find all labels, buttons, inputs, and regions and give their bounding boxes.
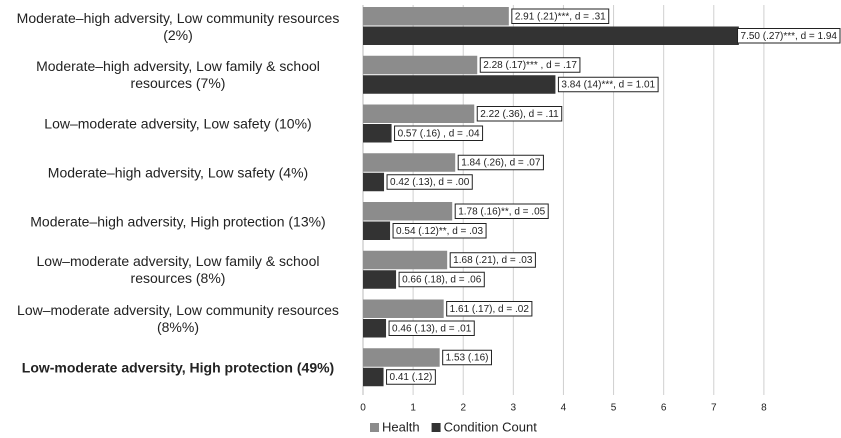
value-label-box: 0.66 (.18), d = .06	[398, 271, 485, 288]
label-box	[446, 301, 533, 317]
label-box	[394, 125, 484, 141]
category-label: Low–moderate adversity, Low safety (10%)	[44, 115, 312, 132]
value-label-box: 0.57 (.16) , d = .04	[394, 125, 484, 141]
value-label-box: 2.28 (.17)*** , d = .17	[479, 57, 581, 73]
value-label: 3.84 (14)***, d = 1.01	[561, 80, 655, 91]
value-label: 2.22 (.36), d = .11	[480, 109, 559, 120]
x-tick-label: 5	[611, 403, 617, 414]
value-label: 0.41 (.12)	[390, 372, 433, 383]
value-label-box: 1.68 (.21), d = .03	[449, 252, 536, 268]
label-box	[479, 57, 581, 73]
label-box	[386, 369, 436, 385]
legend-label: Health	[382, 419, 420, 434]
value-label: 0.57 (.16) , d = .04	[398, 128, 480, 139]
label-box	[398, 271, 485, 288]
bar	[363, 26, 739, 45]
category-label: Low–moderate adversity, Low community re…	[17, 302, 339, 335]
label-box	[737, 28, 841, 44]
label-box	[442, 349, 492, 366]
bar	[363, 124, 392, 143]
value-label: 1.53 (.16)	[446, 353, 489, 364]
label-box	[557, 76, 659, 93]
x-tick-label: 3	[511, 403, 517, 414]
value-label-box: 1.53 (.16)	[442, 349, 492, 366]
label-box	[449, 252, 536, 268]
category-label: Moderate–high adversity, Low safety (4%)	[47, 164, 309, 181]
value-label: 0.42 (.13), d = .00	[390, 177, 470, 188]
value-label-box: 3.84 (14)***, d = 1.01	[557, 76, 659, 93]
value-label: 0.54 (.12)**, d = .03	[396, 226, 483, 237]
value-label-box: 0.42 (.13), d = .00	[386, 174, 473, 190]
category-label: Moderate–high adversity, Low community r…	[16, 9, 340, 43]
value-label: 0.66 (.18), d = .06	[402, 275, 482, 286]
value-label-box: 0.46 (.13), d = .01	[388, 320, 475, 336]
value-label-box: 1.61 (.17), d = .02	[446, 301, 533, 317]
label-box	[454, 203, 549, 219]
value-label: 1.84 (.26), d = .07	[461, 158, 541, 169]
legend-swatch	[431, 423, 441, 432]
value-label: 7.50 (.27)***, d = 1.94	[741, 31, 838, 42]
x-tick-label: 0	[360, 403, 366, 414]
label-box	[392, 223, 487, 239]
bar	[363, 250, 448, 270]
x-tick-label: 4	[561, 403, 567, 414]
legend-label: Condition Count	[444, 419, 538, 434]
value-label-box: 1.84 (.26), d = .07	[457, 154, 544, 171]
bar	[363, 75, 556, 94]
label-box	[476, 106, 563, 122]
value-label: 0.46 (.13), d = .01	[392, 323, 472, 334]
value-label: 1.61 (.17), d = .02	[450, 304, 530, 315]
value-label-box: 2.91 (.21)***, d = .31	[511, 8, 610, 24]
label-box	[386, 174, 473, 190]
bar	[363, 104, 475, 123]
bar	[363, 153, 456, 172]
category-label: Moderate–high adversity, High protection…	[30, 213, 326, 229]
legend-swatch	[370, 423, 379, 432]
bar	[363, 367, 384, 387]
category-label: Low–moderate adversity, Low family & sch…	[36, 253, 320, 287]
label-box	[388, 320, 475, 336]
value-label: 1.68 (.21), d = .03	[453, 255, 533, 266]
value-label: 2.28 (.17)*** , d = .17	[483, 60, 577, 71]
value-label: 1.78 (.16)**, d = .05	[458, 206, 545, 217]
x-tick-label: 2	[460, 403, 466, 414]
bar	[363, 319, 387, 338]
x-tick-label: 1	[410, 403, 416, 414]
category-label: Low-moderate adversity, High protection …	[21, 359, 335, 376]
bar	[363, 221, 391, 240]
value-label-box: 1.78 (.16)**, d = .05	[454, 203, 549, 219]
value-label-box: 2.22 (.36), d = .11	[476, 106, 563, 122]
bar	[363, 55, 478, 75]
value-label: 2.91 (.21)***, d = .31	[515, 11, 606, 22]
x-tick-label: 7	[711, 403, 717, 414]
bar	[363, 7, 509, 26]
value-label-box: 7.50 (.27)***, d = 1.94	[737, 28, 841, 44]
bar	[363, 202, 453, 221]
category-label: Moderate–high adversity, Low family & sc…	[36, 58, 320, 92]
label-box	[457, 154, 544, 171]
bar	[363, 270, 397, 289]
bar	[363, 172, 385, 192]
x-tick-label: 8	[761, 403, 767, 414]
bar	[363, 299, 444, 318]
label-box	[511, 8, 610, 24]
value-label-box: 0.54 (.12)**, d = .03	[392, 223, 487, 239]
bar	[363, 348, 440, 367]
x-tick-label: 6	[661, 403, 667, 414]
value-label-box: 0.41 (.12)	[386, 369, 436, 385]
